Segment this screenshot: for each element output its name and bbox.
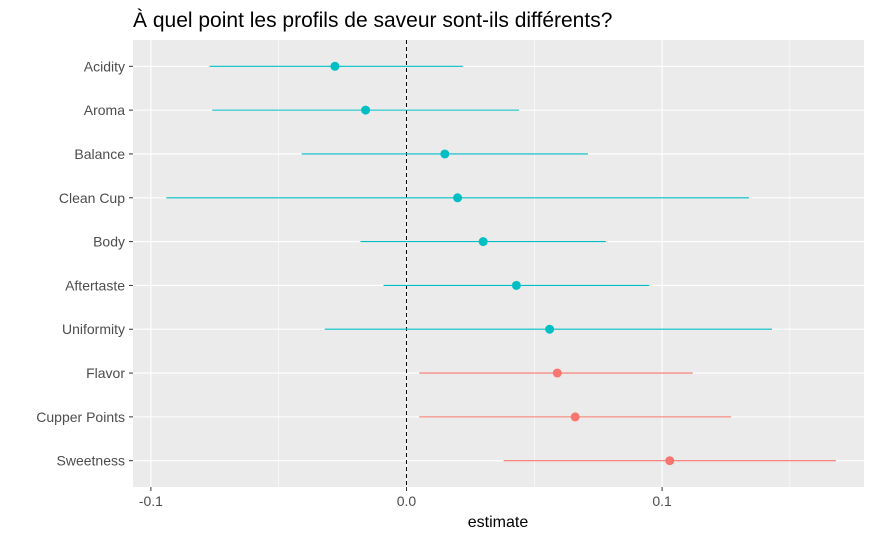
y-tick-label: Aroma [84,102,125,118]
minor-gridlines [278,40,791,487]
y-tick-label: Cupper Points [36,409,125,425]
x-tick-label: -0.1 [139,493,163,509]
estimate-point [665,456,675,466]
estimate-point [440,149,450,159]
y-tick-label: Sweetness [57,453,125,469]
y-tick-label: Aftertaste [65,277,125,293]
x-tick-label: 0.1 [652,493,672,509]
y-axis: Acidity Aroma Balance Clean Cup Body Aftertas… [36,58,133,469]
estimate-point [511,280,521,290]
y-tick-label: Clean Cup [59,190,125,206]
x-axis-label: estimate [468,514,529,531]
point-ranges [166,61,836,466]
x-axis: -0.1 0.0 0.1 [139,487,672,509]
y-tick-label: Body [93,234,125,250]
y-tick-label: Flavor [86,365,125,381]
y-tick-label: Uniformity [62,321,125,337]
estimate-point [552,368,562,378]
estimate-point [570,412,580,422]
y-tick-label: Acidity [84,58,125,74]
chart-title: À quel point les profils de saveur sont-… [133,9,612,32]
y-tick-label: Balance [74,146,125,162]
estimate-point [478,237,488,247]
plot-panel [133,40,864,487]
estimate-point [545,324,555,334]
estimate-point [330,61,340,71]
estimate-point [361,105,371,115]
estimate-point [453,193,463,203]
x-tick-label: 0.0 [397,493,417,509]
